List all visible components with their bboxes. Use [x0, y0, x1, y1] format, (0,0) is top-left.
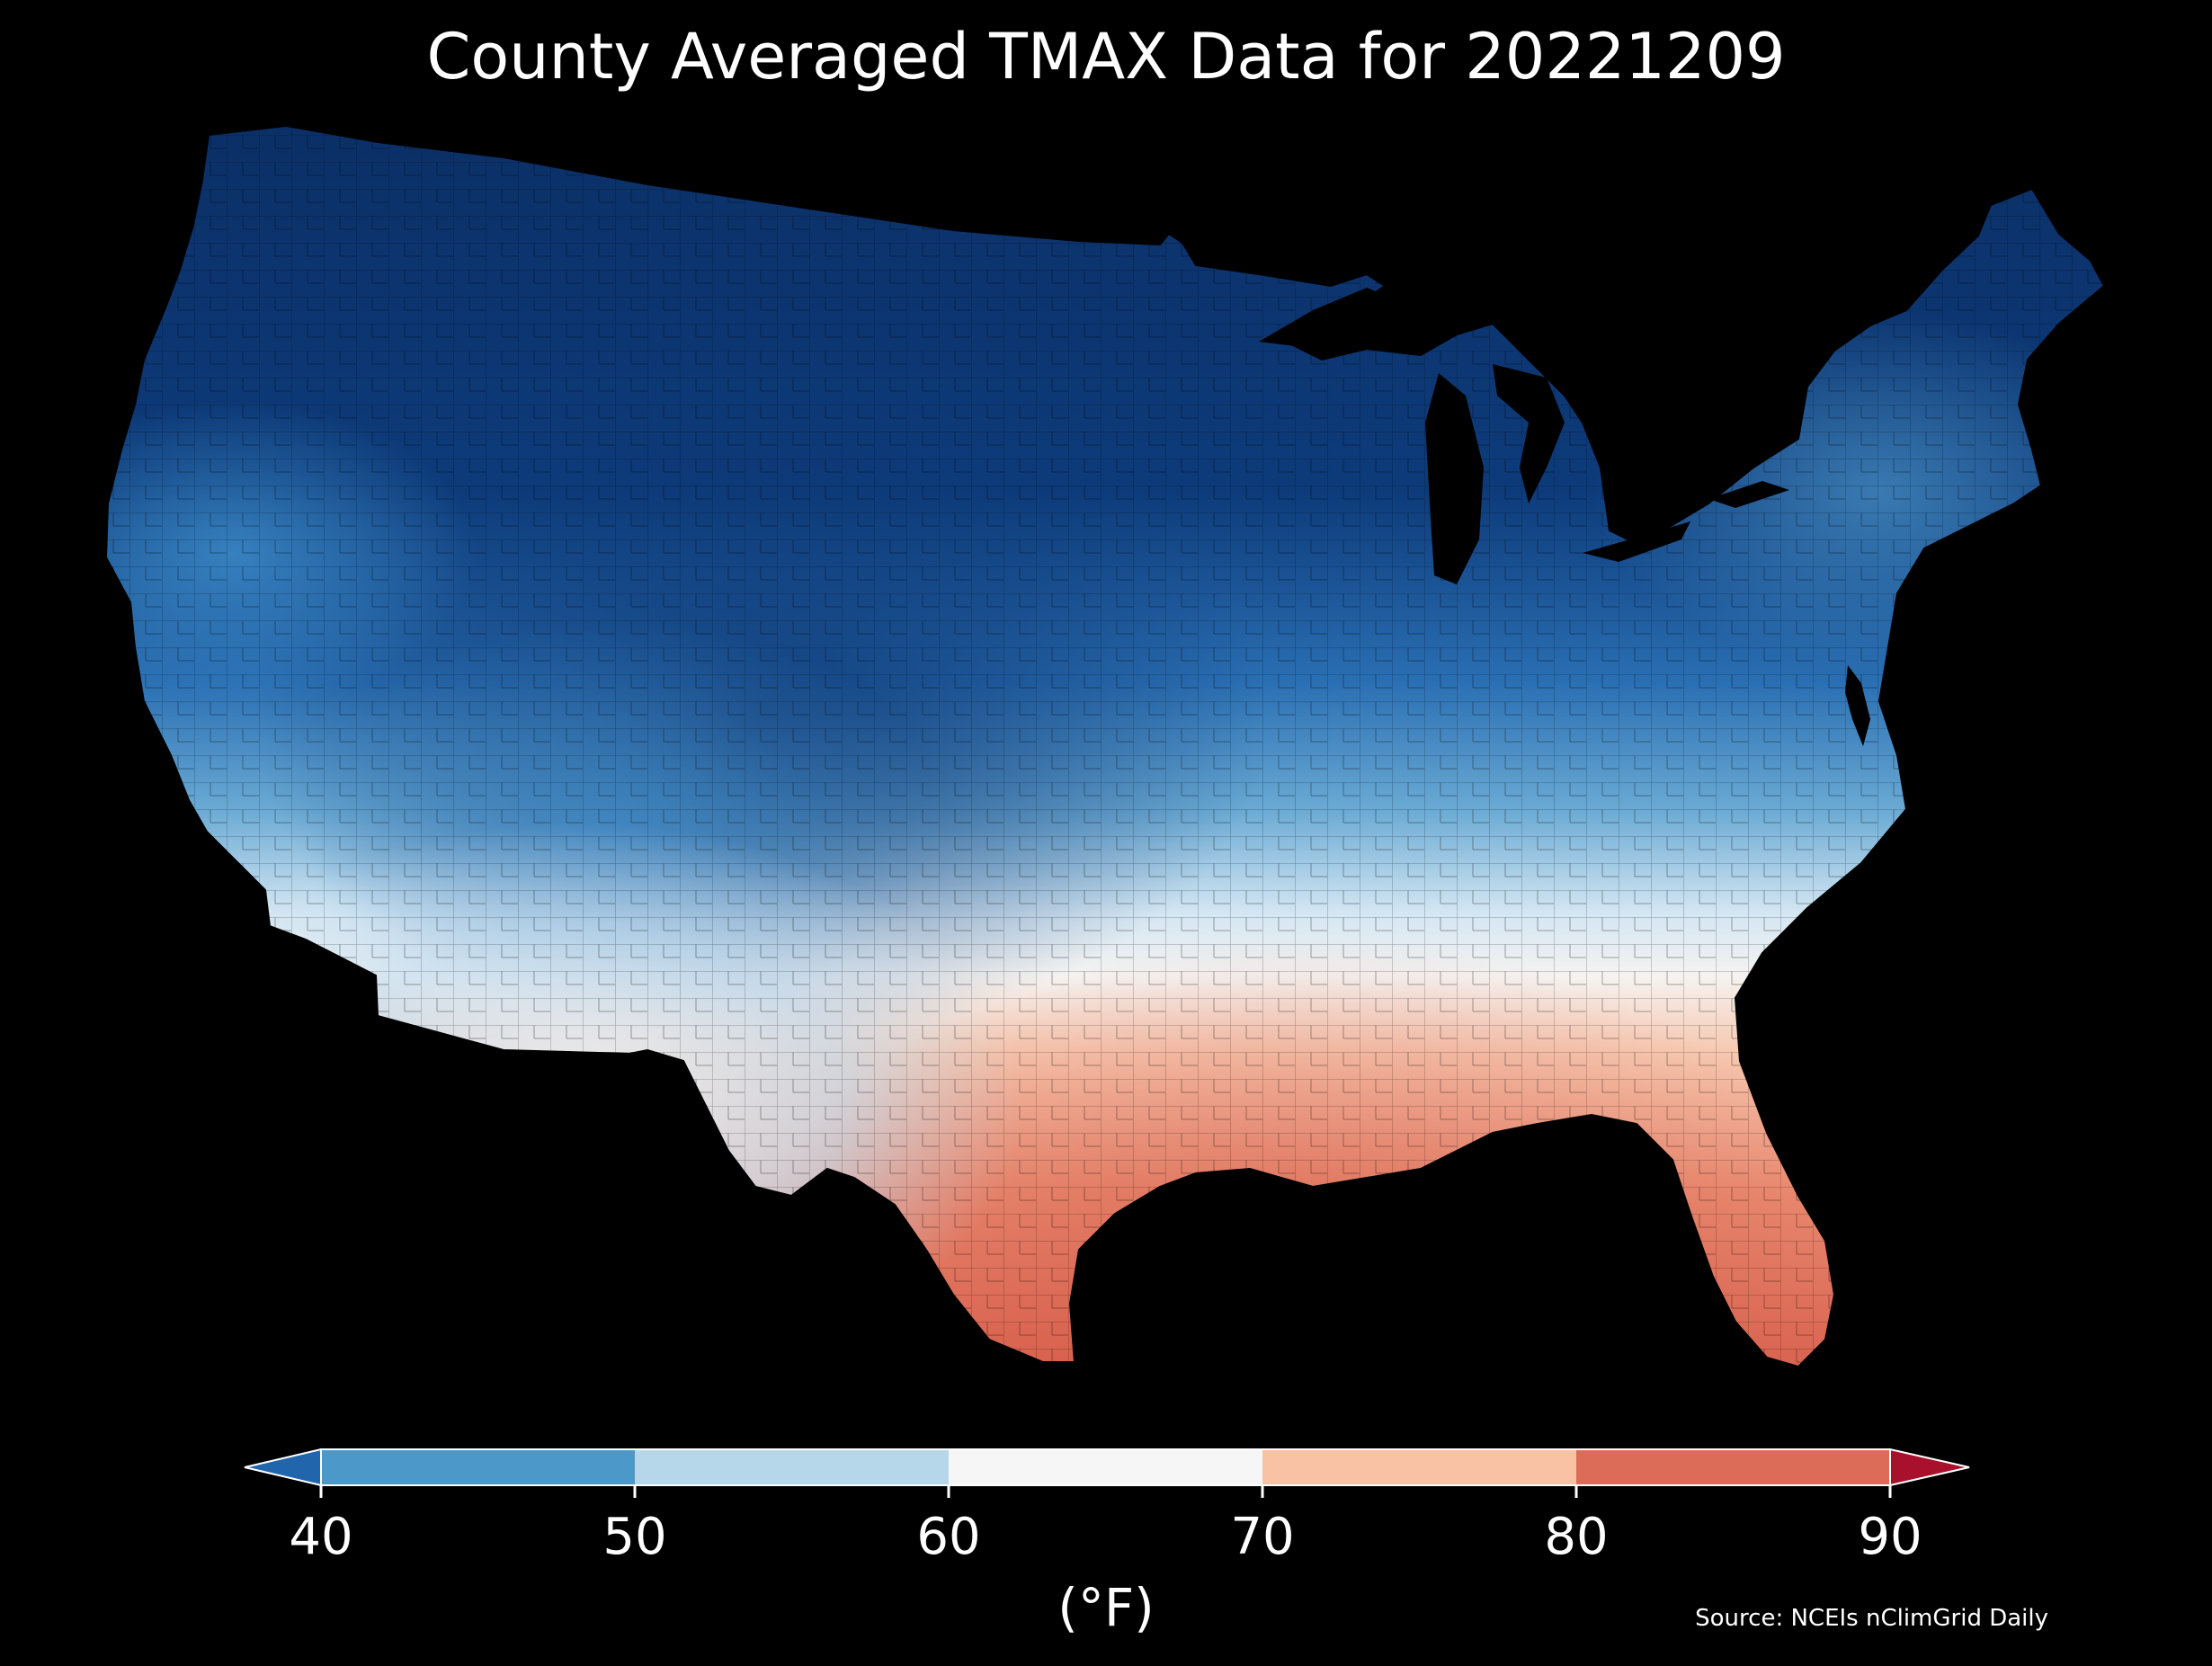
colorbar-tick-70: 70 [1230, 1508, 1295, 1566]
lake-michigan [1425, 373, 1484, 584]
colorbar-tick-80: 80 [1544, 1508, 1609, 1566]
chesapeake-bay [1845, 665, 1870, 746]
colorbar-tick-40: 40 [289, 1508, 353, 1566]
colorbar [244, 1448, 1970, 1498]
colorbar-bin-40-50 [321, 1449, 635, 1485]
colorbar-bin-70-80 [1262, 1449, 1576, 1485]
lake-superior [1259, 288, 1389, 346]
us-county-temperature-map [105, 125, 2105, 1368]
colorbar-tick-60: 60 [916, 1508, 981, 1566]
colorbar-tick-50: 50 [602, 1508, 667, 1566]
colorbar-bin-50-60 [635, 1449, 949, 1485]
lake-erie [1583, 521, 1690, 562]
lake-ontario [1708, 481, 1789, 508]
source-credit: Source: NCEIs nClimGrid Daily [1695, 1605, 2048, 1632]
colorbar-bin-60-70 [949, 1449, 1262, 1485]
colorbar-over-arrow [1889, 1448, 1970, 1487]
map-title: County Averaged TMAX Data for 20221209 [426, 20, 1786, 94]
lake-huron [1493, 364, 1565, 503]
colorbar-unit-label: (°F) [1057, 1577, 1155, 1638]
colorbar-bin-80-90 [1576, 1449, 1890, 1485]
colorbar-tick-90: 90 [1858, 1508, 1922, 1566]
colorbar-under-arrow [244, 1448, 322, 1487]
